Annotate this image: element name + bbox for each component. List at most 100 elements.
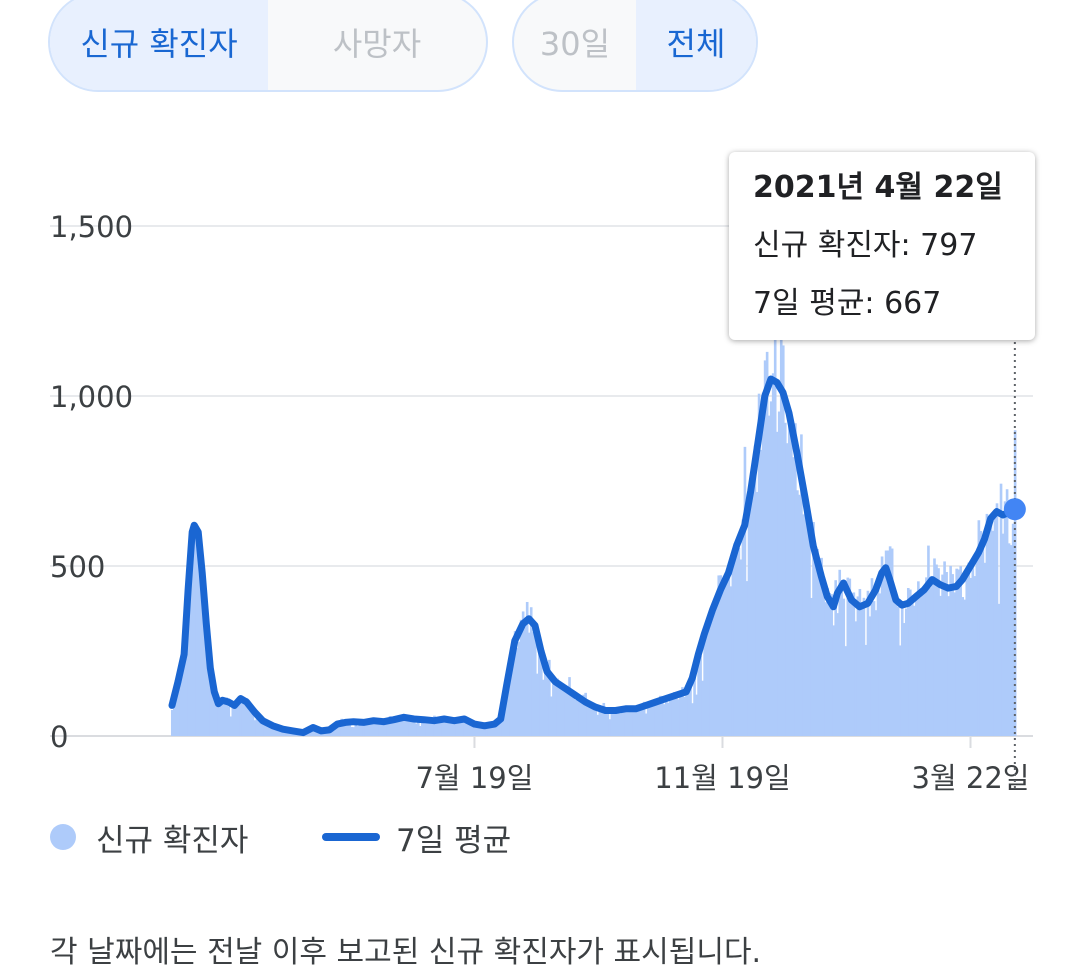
daily-bar: [572, 696, 575, 736]
daily-bar: [201, 572, 204, 736]
tooltip-date: 2021년 4월 22일: [753, 170, 1003, 205]
daily-bar: [777, 411, 781, 736]
daily-bar: [697, 662, 700, 736]
daily-bar: [656, 700, 660, 736]
daily-bar: [249, 711, 253, 736]
daily-bar: [840, 579, 844, 736]
daily-bar: [755, 492, 759, 736]
daily-bar: [467, 719, 471, 736]
daily-bar: [406, 715, 410, 736]
daily-bar: [582, 694, 585, 736]
metric-option-0[interactable]: 신규 확진자: [50, 0, 268, 90]
daily-bar: [574, 699, 577, 736]
daily-bar: [483, 724, 487, 736]
daily-bar: [783, 422, 787, 736]
daily-bar: [312, 728, 315, 736]
daily-bar: [761, 392, 765, 736]
range-toggle[interactable]: 30일 전체: [512, 0, 758, 92]
daily-bar: [576, 699, 579, 736]
daily-bar: [1011, 523, 1015, 736]
daily-bar: [215, 693, 218, 736]
daily-bar: [1003, 501, 1007, 736]
daily-bar: [765, 351, 769, 736]
daily-bar: [618, 713, 622, 736]
daily-bar: [1007, 543, 1011, 736]
daily-bar: [443, 721, 446, 736]
daily-bar: [913, 605, 916, 736]
daily-bar: [816, 548, 819, 736]
daily-bar: [451, 721, 454, 736]
daily-bar: [259, 717, 263, 736]
daily-bar: [808, 536, 811, 736]
range-option-0[interactable]: 30일: [539, 25, 611, 63]
daily-bar: [433, 715, 436, 736]
daily-bar: [455, 719, 458, 736]
daily-bar: [348, 721, 352, 736]
daily-bar: [588, 702, 592, 736]
x-tick-label: 3월 22일: [912, 761, 1030, 795]
daily-bar: [939, 595, 942, 736]
daily-bar: [933, 558, 936, 736]
daily-bar: [876, 586, 880, 736]
daily-bar: [566, 688, 569, 736]
daily-bar: [277, 727, 281, 736]
daily-bar: [731, 555, 735, 736]
daily-bar: [489, 725, 493, 736]
daily-bar: [917, 581, 920, 736]
daily-bar: [187, 571, 190, 736]
metric-option-1[interactable]: 사망자: [332, 25, 422, 63]
daily-bar: [179, 666, 182, 736]
daily-bar: [606, 713, 610, 736]
daily-bar: [796, 490, 799, 736]
daily-bar: [906, 587, 910, 736]
daily-bar: [586, 705, 589, 736]
daily-bar: [923, 592, 926, 736]
daily-bar: [800, 434, 803, 736]
legend-dot-icon: [50, 824, 76, 850]
daily-bar: [435, 719, 438, 736]
daily-bar: [243, 700, 247, 736]
daily-bar: [382, 720, 386, 736]
daily-bar: [683, 696, 686, 736]
daily-bar: [219, 697, 223, 736]
daily-bar: [364, 720, 368, 736]
daily-bar: [193, 535, 196, 736]
daily-bar: [669, 699, 672, 736]
daily-bar: [578, 694, 581, 736]
daily-bar: [967, 562, 971, 736]
x-tick-label: 7월 19일: [415, 761, 533, 795]
daily-bar: [461, 720, 464, 736]
daily-bar: [414, 723, 418, 736]
daily-bar: [199, 576, 202, 736]
daily-bar: [497, 720, 501, 736]
daily-bar: [479, 726, 483, 736]
daily-bar: [509, 665, 513, 736]
daily-bar: [677, 699, 680, 736]
daily-bar: [626, 712, 630, 736]
daily-bar: [856, 596, 860, 736]
daily-bar: [900, 605, 904, 736]
y-tick-label: 1,000: [50, 380, 133, 414]
x-axis: 7월 19일 11월 19일 3월 22일: [415, 736, 1029, 795]
daily-bar: [915, 596, 918, 736]
daily-bar: [423, 721, 426, 736]
daily-bar: [911, 603, 914, 736]
daily-bar: [499, 718, 503, 736]
daily-bar: [344, 722, 348, 736]
daily-bar: [386, 720, 390, 736]
daily-bar: [314, 729, 317, 736]
daily-bar: [945, 572, 948, 736]
metric-toggle[interactable]: 신규 확진자 사망자: [48, 0, 488, 92]
legend-new-cases: 신규 확진자: [50, 812, 248, 862]
daily-bar: [590, 708, 594, 736]
range-option-1[interactable]: 전체: [636, 0, 756, 90]
daily-bar: [404, 716, 408, 736]
daily-bar: [852, 592, 856, 736]
daily-bar: [767, 415, 771, 736]
daily-bar: [709, 618, 712, 736]
daily-bar: [691, 703, 694, 736]
daily-bar: [771, 373, 775, 736]
daily-bar: [602, 702, 606, 736]
daily-bar: [463, 720, 466, 736]
